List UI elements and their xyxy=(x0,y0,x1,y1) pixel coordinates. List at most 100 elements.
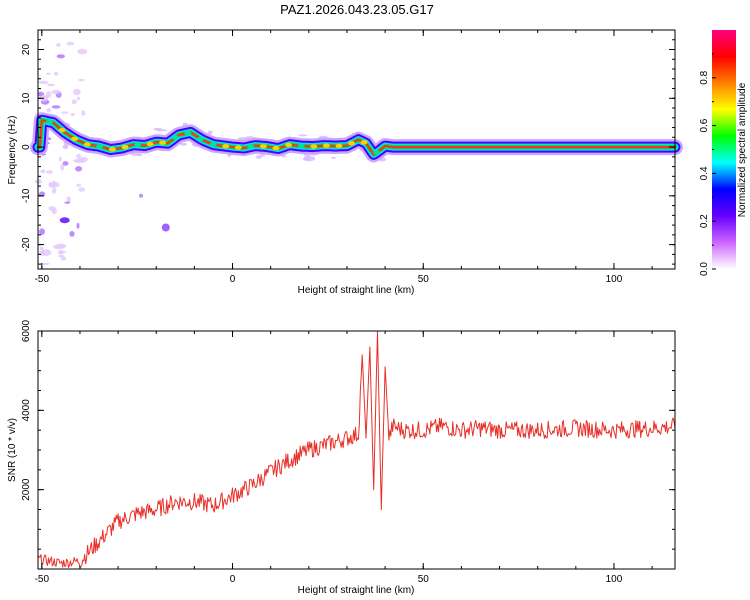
spectrogram-xtick-label: 50 xyxy=(418,274,430,285)
spectrogram-xtick-label: 100 xyxy=(606,274,623,285)
ridge-spot xyxy=(285,142,293,148)
spectrogram-blob xyxy=(156,129,168,132)
spectrogram-blob xyxy=(66,196,72,204)
colorbar-ticks: 0.0 0.2 0.4 0.6 0.8 xyxy=(699,53,716,276)
spectrogram-blob xyxy=(69,231,75,237)
spectrogram-blob xyxy=(62,144,69,149)
spectrogram-blob xyxy=(53,71,59,76)
spectrogram-blob xyxy=(76,96,81,101)
ridge-spot xyxy=(335,143,343,149)
snr-xtick-label: 50 xyxy=(418,574,430,585)
spectrogram-blob xyxy=(70,112,75,117)
colorbar: 0.0 0.2 0.4 0.6 0.8 Normalized spectral ampl… xyxy=(699,30,748,276)
spectrogram-blob xyxy=(56,43,61,47)
spectrogram-blob xyxy=(46,83,56,87)
spectrogram-blob xyxy=(58,156,62,162)
spectrogram-blob xyxy=(71,99,77,105)
spectrogram-blob xyxy=(56,54,65,59)
spectrogram-blob xyxy=(46,107,51,113)
snr-ytick-label: 6000 xyxy=(21,319,32,342)
spectrogram-blob xyxy=(51,89,61,95)
spectrogram-blob xyxy=(75,158,86,164)
ridge-spot xyxy=(184,130,192,136)
spectrogram-blob xyxy=(64,201,71,204)
ridge-spot xyxy=(171,135,179,140)
snr-ytick-label: 4000 xyxy=(21,399,32,422)
ridge-spot xyxy=(209,142,217,147)
colorbar-tick-label: 0.0 xyxy=(699,262,710,276)
snr-xtick-label: 100 xyxy=(606,574,623,585)
spectrogram-blob xyxy=(77,48,88,55)
snr-ytick-label: 2000 xyxy=(21,478,32,501)
ridge-spot xyxy=(45,119,53,125)
spectrogram-blob xyxy=(180,142,187,146)
colorbar-tick-label: 0.4 xyxy=(699,166,710,180)
spectrogram-blob xyxy=(66,41,75,46)
snr-plot-area xyxy=(38,331,675,569)
snr-line xyxy=(37,330,676,569)
spectrogram-ylabel: Frequency (Hz) xyxy=(7,116,18,185)
spectrogram-blob xyxy=(76,183,82,187)
colorbar-tick-label: 0.8 xyxy=(699,70,710,84)
spectrogram-blob xyxy=(41,262,50,266)
ridge-spot xyxy=(58,128,66,133)
spectrogram-blob xyxy=(60,256,67,261)
spectrogram-blob xyxy=(59,217,70,224)
spectrogram-blob xyxy=(78,187,85,192)
snr-frame xyxy=(37,330,676,570)
snr-line-group xyxy=(37,330,676,569)
snr-xlabel: Height of straight line (km) xyxy=(298,585,415,596)
spectrogram-blob xyxy=(39,246,44,251)
spectrogram-blob xyxy=(298,134,308,137)
spectrogram-ytick-label: 10 xyxy=(21,92,32,104)
spectrogram-xtick-label: -50 xyxy=(35,274,50,285)
ridge-spot xyxy=(96,144,104,149)
spectrogram-blob xyxy=(60,164,65,171)
spectrogram-blob xyxy=(256,155,262,159)
spectrogram-blob xyxy=(46,72,51,75)
spectrogram-blob xyxy=(76,153,81,159)
ridge-core xyxy=(36,119,677,156)
spectrogram-frame xyxy=(37,29,676,270)
spectrogram-blob xyxy=(59,250,67,254)
spectrogram-blob xyxy=(39,228,45,235)
spectrogram-blob xyxy=(136,153,143,157)
spectrogram-xtick-label: 0 xyxy=(230,274,236,285)
ridge-spot xyxy=(322,143,330,148)
spectrogram-blob xyxy=(51,105,61,109)
spectrogram-blob xyxy=(52,187,57,194)
spectrogram-ytick-label: 0 xyxy=(21,144,32,150)
colorbar-gradient xyxy=(712,30,736,269)
spectrogram-blob xyxy=(78,78,85,82)
colorbar-tick-label: 0.2 xyxy=(699,214,710,228)
spectrogram-ytick-label: -10 xyxy=(21,188,32,203)
ridge-spot xyxy=(310,144,318,149)
spectrogram-blob xyxy=(331,156,336,159)
spectrogram-blob xyxy=(40,169,46,174)
spectrogram-blob xyxy=(48,181,60,188)
colorbar-tick-label: 0.6 xyxy=(699,118,710,132)
ridge-spot xyxy=(234,145,242,150)
ridge-spot xyxy=(348,141,355,146)
spectrogram-blob xyxy=(58,254,65,258)
ridge-spot xyxy=(146,141,154,147)
spectrogram-ytick-label: 20 xyxy=(21,44,32,56)
spectrogram-blob xyxy=(207,130,213,135)
ridge-spot xyxy=(222,144,230,149)
ridge-spot xyxy=(108,147,116,152)
ridge-spot xyxy=(71,136,79,141)
spectrogram-ticks: -50 0 50 100 -20 -10 0 10 20 xyxy=(21,29,675,285)
ridge-spot xyxy=(247,144,255,149)
snr-xtick-label: 0 xyxy=(230,574,236,585)
spectrogram-blob xyxy=(75,166,83,172)
spectrogram-xlabel: Height of straight line (km) xyxy=(298,285,415,296)
spectrogram-ridge xyxy=(30,112,683,163)
spectrogram-blob xyxy=(73,88,81,96)
spectrogram-blob xyxy=(39,250,46,256)
colorbar-label: Normalized spectral amplitude xyxy=(737,82,748,217)
ridge-spot xyxy=(83,142,91,147)
ridge-spot xyxy=(373,150,381,155)
snr-xtick-label: -50 xyxy=(35,574,50,585)
figure-title: PAZ1.2026.043.23.05.G17 xyxy=(280,2,434,17)
